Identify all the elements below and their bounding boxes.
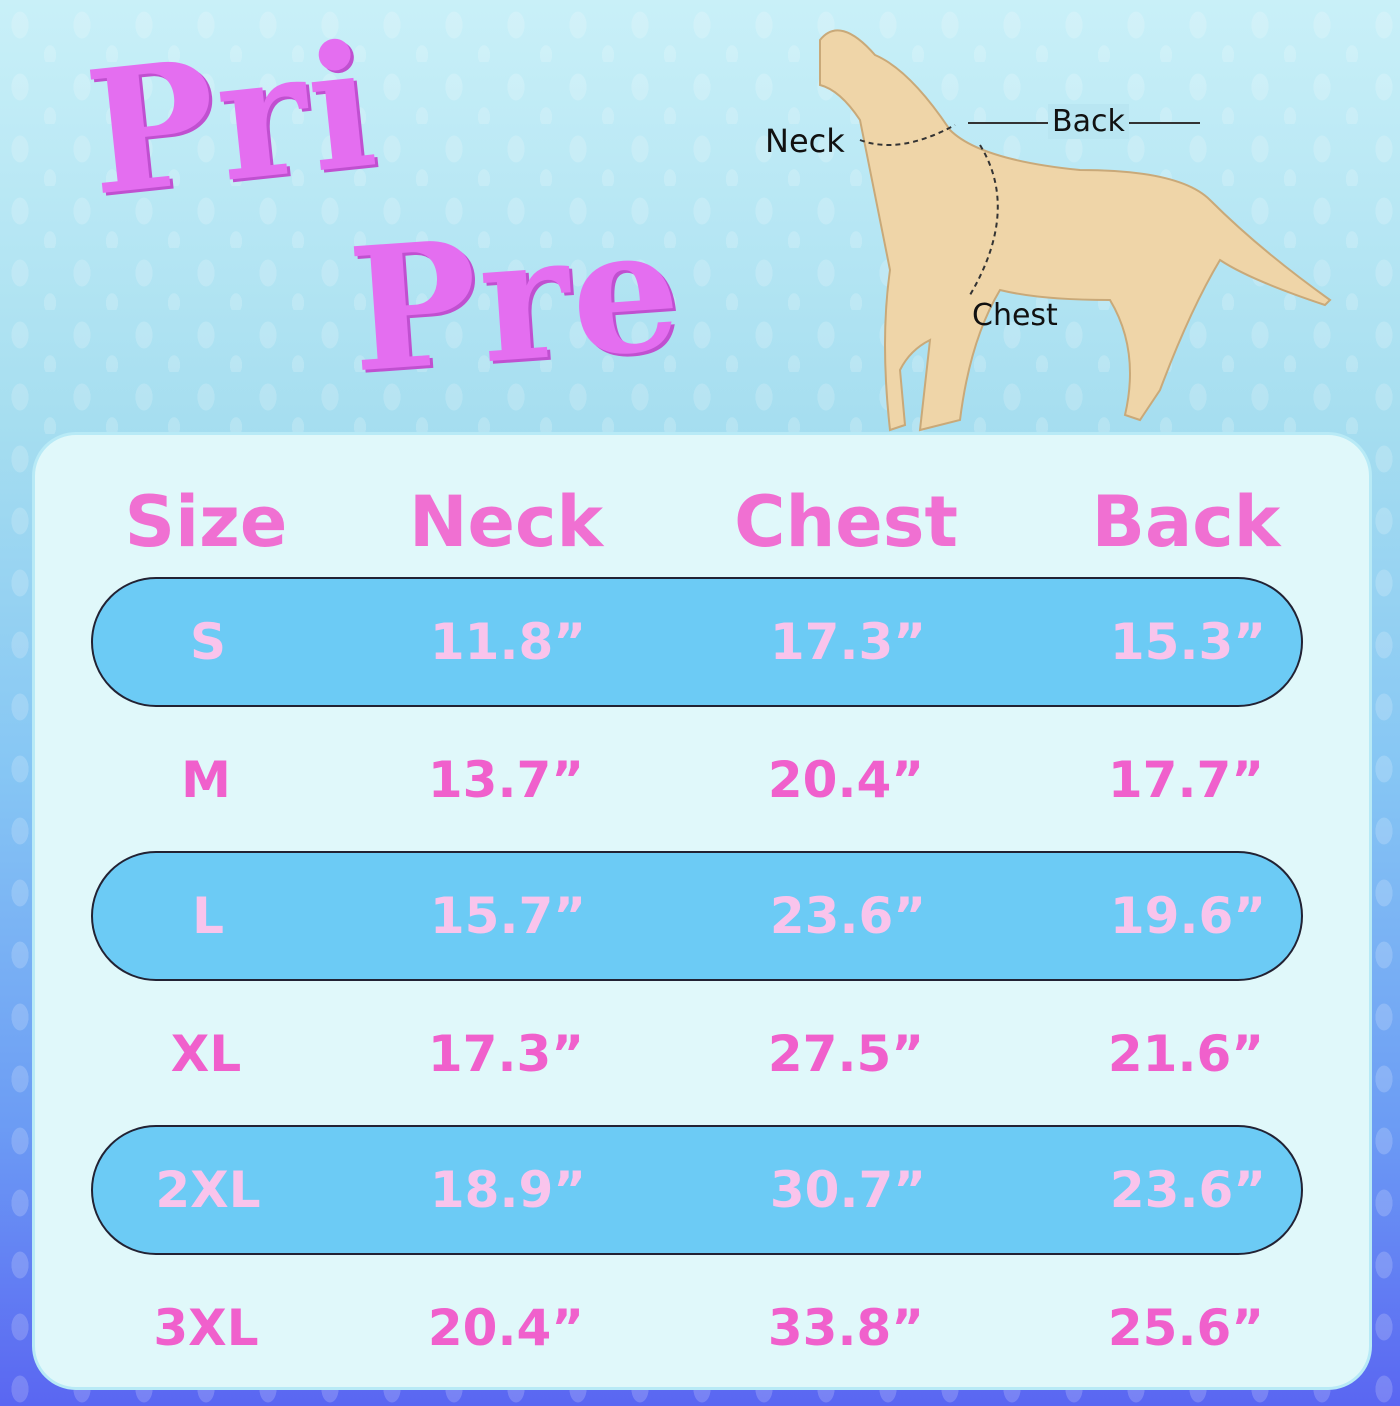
cell-size: S [189,613,226,671]
header-chest: Chest [734,481,958,563]
cell-back: 17.7” [1107,751,1265,809]
cell-chest: 30.7” [769,1161,927,1219]
table-header: Size Neck Chest Back [91,457,1303,587]
header-size: Size [124,481,288,563]
cell-size: M [181,751,231,809]
dog-measurement-illustration [819,29,1332,432]
size-chart-panel: Size Neck Chest Back S 11.8” 17.3” 15.3” M 13… [32,432,1372,1390]
cell-chest: 33.8” [767,1299,925,1357]
cell-neck: 13.7” [427,751,585,809]
cell-size: 3XL [153,1299,259,1357]
table-row: 2XL 18.9” 30.7” 23.6” [91,1125,1303,1255]
cell-chest: 17.3” [769,613,927,671]
neck-label: Neck [765,122,845,160]
cell-neck: 17.3” [427,1025,585,1083]
chest-label: Chest [972,298,1058,333]
cell-back: 15.3” [1109,613,1267,671]
cell-size: L [192,887,224,945]
brand-logo-line2: Pre [343,188,689,412]
cell-neck: 15.7” [429,887,587,945]
table-row: M 13.7” 20.4” 17.7” [91,715,1303,845]
cell-chest: 20.4” [767,751,925,809]
table-row: XL 17.3” 27.5” 21.6” [91,989,1303,1119]
header-neck: Neck [408,481,604,563]
cell-size: 2XL [155,1161,261,1219]
cell-neck: 11.8” [429,613,587,671]
cell-back: 23.6” [1109,1161,1267,1219]
cell-neck: 20.4” [427,1299,585,1357]
cell-size: XL [170,1025,242,1083]
brand-logo-line1: Pri [78,5,386,235]
header-back: Back [1091,481,1281,563]
cell-back: 19.6” [1109,887,1267,945]
table-row: L 15.7” 23.6” 19.6” [91,851,1303,981]
back-label: Back [1048,104,1129,139]
cell-back: 25.6” [1107,1299,1265,1357]
cell-back: 21.6” [1107,1025,1265,1083]
cell-chest: 27.5” [767,1025,925,1083]
table-row: S 11.8” 17.3” 15.3” [91,577,1303,707]
dog-silhouette [819,29,1332,432]
cell-chest: 23.6” [769,887,927,945]
table-row: 3XL 20.4” 33.8” 25.6” [91,1263,1303,1393]
cell-neck: 18.9” [429,1161,587,1219]
